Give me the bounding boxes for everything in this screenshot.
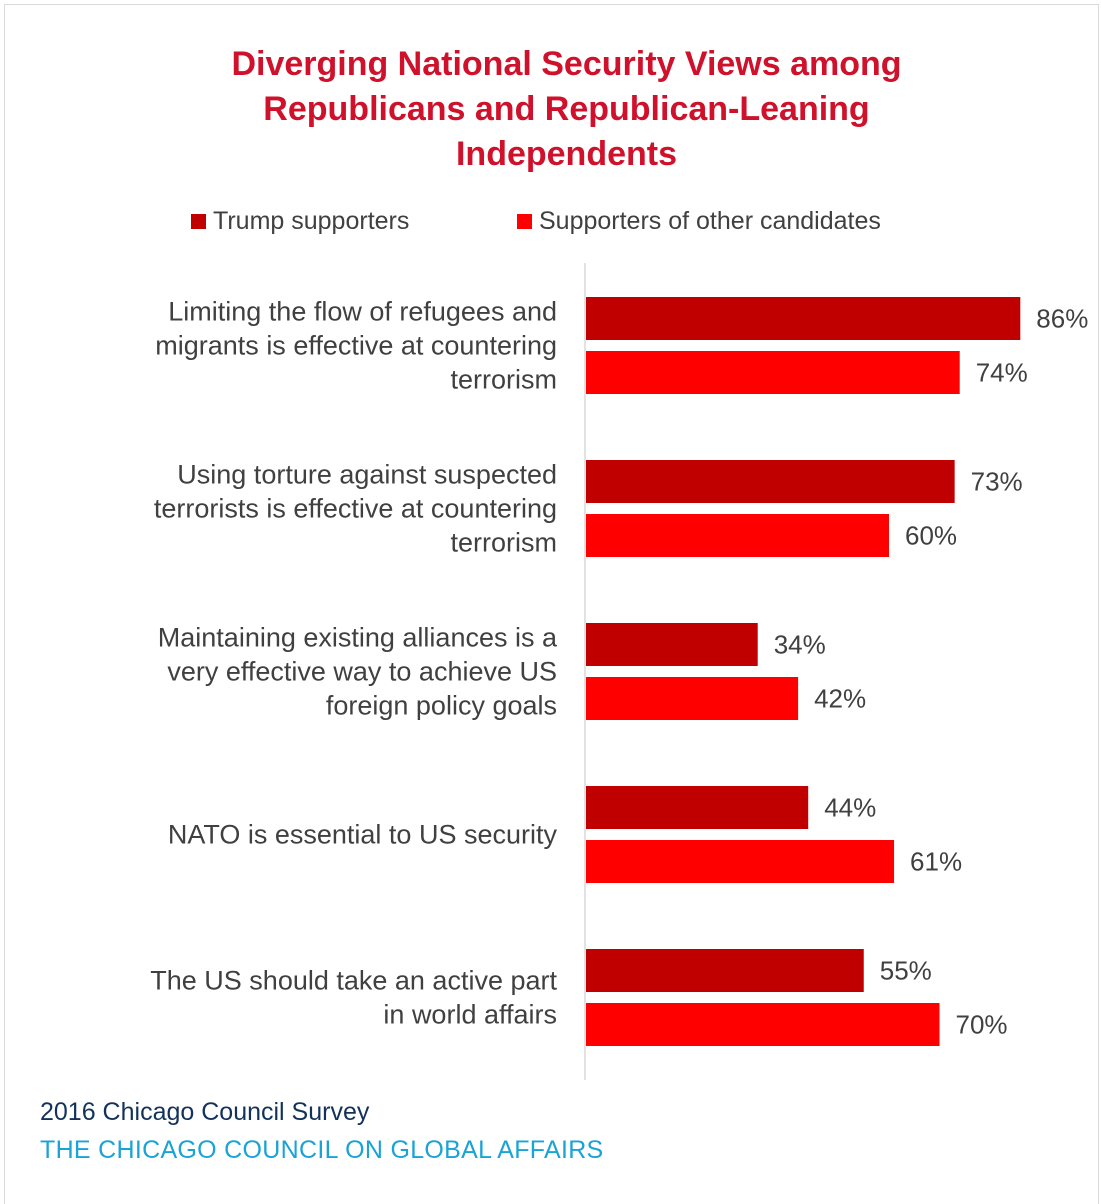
category-label-line: Using torture against suspected xyxy=(177,460,557,490)
bar-chart: Limiting the flow of refugees and migrant… xyxy=(150,263,1088,1080)
data-label: 44% xyxy=(824,793,876,823)
bar-other-candidates xyxy=(586,840,895,883)
legend-item-other: Supporters of other candidates xyxy=(517,207,881,236)
category-label: The US should take an active part in worl… xyxy=(150,966,557,1030)
category-label-line: in world affairs xyxy=(383,1000,557,1030)
category-label: Limiting the flow of refugees and migrant… xyxy=(155,297,557,395)
bar-other-candidates xyxy=(586,351,960,394)
category-label-line: Maintaining existing alliances is a xyxy=(158,623,558,653)
footer-survey: 2016 Chicago Council Survey xyxy=(40,1098,370,1126)
data-label: 74% xyxy=(976,358,1028,388)
category-label-line: The US should take an active part xyxy=(150,966,557,996)
legend-swatch-other xyxy=(517,214,532,229)
category-label-line: terrorism xyxy=(451,528,558,558)
data-label: 55% xyxy=(880,956,932,986)
category-label-line: terrorism xyxy=(451,365,558,395)
footer-org: THE CHICAGO COUNCIL ON GLOBAL AFFAIRS xyxy=(40,1136,604,1164)
bar-other-candidates xyxy=(586,677,799,720)
chart-frame xyxy=(4,4,1099,1204)
legend-label-trump: Trump supporters xyxy=(213,207,410,235)
category-label: Maintaining existing alliances is a very … xyxy=(158,623,558,721)
data-label: 70% xyxy=(956,1010,1008,1040)
category-label-line: terrorists is effective at countering xyxy=(154,494,557,524)
chart-legend: Trump supporters Supporters of other can… xyxy=(0,207,1101,237)
data-label: 73% xyxy=(971,467,1023,497)
data-label: 61% xyxy=(910,847,962,877)
category-label-line: NATO is essential to US security xyxy=(168,820,558,850)
data-label: 86% xyxy=(1036,304,1088,334)
bar-trump-supporters xyxy=(586,786,809,829)
chart-title: Diverging National Security Views among … xyxy=(231,45,902,173)
bar-trump-supporters xyxy=(586,297,1021,340)
category-label: Using torture against suspected terrorist… xyxy=(154,460,557,558)
bar-other-candidates xyxy=(586,1003,940,1046)
category-label-line: very effective way to achieve US xyxy=(167,657,557,687)
data-label: 60% xyxy=(905,521,957,551)
bar-trump-supporters xyxy=(586,949,864,992)
legend-item-trump: Trump supporters xyxy=(191,207,409,236)
bar-other-candidates xyxy=(586,514,889,557)
category-label: NATO is essential to US security xyxy=(168,820,558,850)
category-label-line: migrants is effective at countering xyxy=(155,331,557,361)
bar-trump-supporters xyxy=(586,460,955,503)
legend-swatch-trump xyxy=(191,214,206,229)
category-label-line: Limiting the flow of refugees and xyxy=(168,297,557,327)
data-label: 34% xyxy=(774,630,826,660)
data-label: 42% xyxy=(814,684,866,714)
bar-trump-supporters xyxy=(586,623,758,666)
category-label-line: foreign policy goals xyxy=(326,691,557,721)
legend-label-other: Supporters of other candidates xyxy=(539,207,881,235)
